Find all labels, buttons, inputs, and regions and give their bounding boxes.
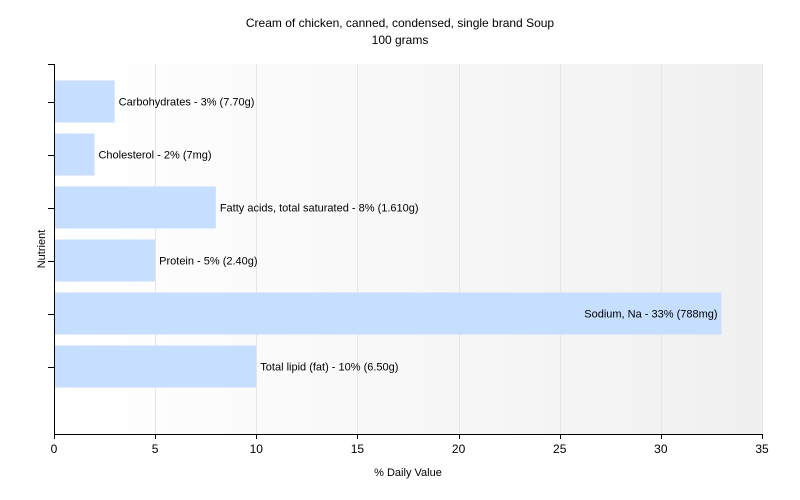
bar-protein bbox=[55, 239, 156, 282]
bar-carbohydrates bbox=[55, 80, 115, 123]
x-tick-label: 0 bbox=[51, 442, 58, 456]
bar-data-label: Carbohydrates - 3% (7.70g) bbox=[119, 97, 255, 109]
x-tick-label: 15 bbox=[351, 442, 365, 456]
x-axis-title: % Daily Value bbox=[374, 467, 442, 479]
bar-total-lipid-fat bbox=[55, 345, 257, 388]
x-tick-label: 30 bbox=[654, 442, 668, 456]
x-tick-label: 20 bbox=[452, 442, 466, 456]
bar-fatty-acids-total-saturated bbox=[55, 186, 216, 229]
x-tick-label: 5 bbox=[152, 442, 159, 456]
bars bbox=[55, 80, 722, 388]
x-tick-label: 10 bbox=[250, 442, 264, 456]
y-axis-title: Nutrient bbox=[36, 230, 48, 269]
chart-title: Cream of chicken, canned, condensed, sin… bbox=[246, 16, 555, 30]
bar-data-label: Cholesterol - 2% (7mg) bbox=[98, 150, 211, 162]
bar-data-labels: Carbohydrates - 3% (7.70g) Cholesterol - … bbox=[98, 97, 717, 374]
bar-data-label: Fatty acids, total saturated - 8% (1.610… bbox=[220, 203, 419, 215]
x-tick-label: 25 bbox=[553, 442, 567, 456]
bar-data-label: Protein - 5% (2.40g) bbox=[159, 256, 257, 268]
axes bbox=[48, 64, 763, 439]
x-tick-labels: 0 5 10 15 20 25 30 35 bbox=[51, 442, 769, 456]
grid-lines bbox=[155, 64, 763, 434]
bar-data-label: Sodium, Na - 33% (788mg) bbox=[584, 309, 717, 321]
bar-sodium-na bbox=[55, 292, 722, 335]
bar-data-label: Total lipid (fat) - 10% (6.50g) bbox=[260, 362, 398, 374]
bar-cholesterol bbox=[55, 133, 95, 176]
chart-subtitle: 100 grams bbox=[372, 33, 429, 47]
x-tick-label: 35 bbox=[755, 442, 769, 456]
